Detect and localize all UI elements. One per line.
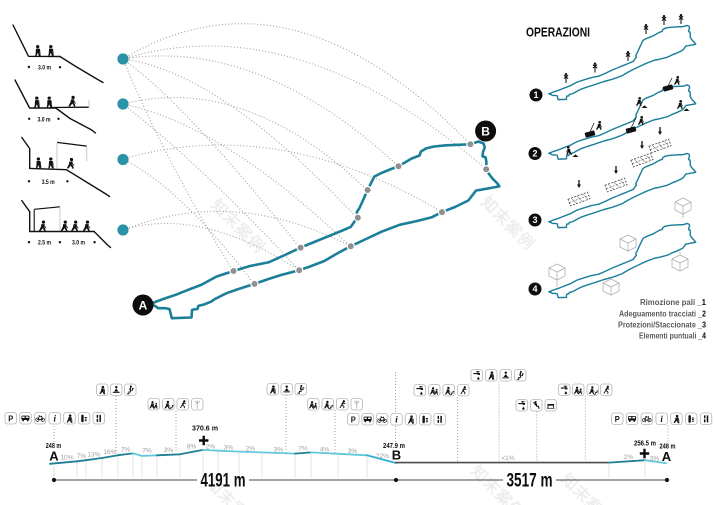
svg-text:1: 1 <box>533 90 538 100</box>
svg-text:A: A <box>49 449 59 464</box>
svg-text:B: B <box>392 448 401 463</box>
svg-text:247.9 m: 247.9 m <box>383 443 405 450</box>
svg-text:16%: 16% <box>103 449 116 456</box>
svg-text:i: i <box>660 414 663 424</box>
svg-text:10%: 10% <box>60 455 73 462</box>
svg-text:B: B <box>481 125 490 139</box>
svg-text:248 m: 248 m <box>46 443 62 450</box>
svg-text:3.0 m: 3.0 m <box>38 116 51 123</box>
svg-text:Adeguamento tracciati _2: Adeguamento tracciati _2 <box>619 309 707 318</box>
svg-text:7%: 7% <box>121 447 131 454</box>
svg-text:4191 m: 4191 m <box>201 470 246 492</box>
svg-text:3: 3 <box>532 215 537 225</box>
svg-text:22%: 22% <box>376 453 389 460</box>
svg-text:8%: 8% <box>187 444 197 451</box>
svg-text:P: P <box>615 414 620 424</box>
svg-text:2.5 m: 2.5 m <box>38 240 51 247</box>
svg-text:3.5 m: 3.5 m <box>42 179 55 186</box>
svg-text:Rimozione pali _1: Rimozione pali _1 <box>640 298 707 307</box>
svg-text:i: i <box>395 414 398 424</box>
svg-text:3517 m: 3517 m <box>507 470 553 492</box>
svg-text:3%: 3% <box>348 448 358 455</box>
svg-text:3%: 3% <box>650 456 660 463</box>
svg-text:3%: 3% <box>274 447 284 454</box>
svg-text:A: A <box>139 299 148 313</box>
svg-text:2%: 2% <box>624 454 634 461</box>
svg-text:3.0 m: 3.0 m <box>38 65 51 72</box>
svg-text:7%: 7% <box>142 448 152 455</box>
svg-text:2%: 2% <box>206 444 216 451</box>
svg-text:3.0 m: 3.0 m <box>72 240 85 247</box>
svg-text:P: P <box>8 413 13 423</box>
svg-text:370.6 m: 370.6 m <box>192 426 218 433</box>
svg-text:3%: 3% <box>224 445 234 452</box>
svg-text:<1%: <1% <box>501 455 515 462</box>
svg-text:4: 4 <box>532 284 537 294</box>
svg-text:13%: 13% <box>87 452 100 459</box>
svg-text:4%: 4% <box>320 447 330 454</box>
svg-text:i: i <box>53 413 56 423</box>
svg-text:7%: 7% <box>77 453 87 460</box>
svg-text:3%: 3% <box>164 447 174 454</box>
svg-text:7%: 7% <box>298 446 308 453</box>
svg-text:256.5 m: 256.5 m <box>634 441 656 448</box>
svg-text:2: 2 <box>532 149 537 159</box>
svg-text:248 m: 248 m <box>660 444 676 451</box>
svg-text:P: P <box>351 414 356 424</box>
svg-text:A: A <box>662 449 672 464</box>
svg-text:OPERAZIONI: OPERAZIONI <box>526 26 590 40</box>
svg-text:Protezioni/Staccionate _3: Protezioni/Staccionate _3 <box>618 320 707 329</box>
svg-text:2%: 2% <box>246 446 256 453</box>
svg-text:Elementi puntuali _4: Elementi puntuali _4 <box>639 331 707 340</box>
